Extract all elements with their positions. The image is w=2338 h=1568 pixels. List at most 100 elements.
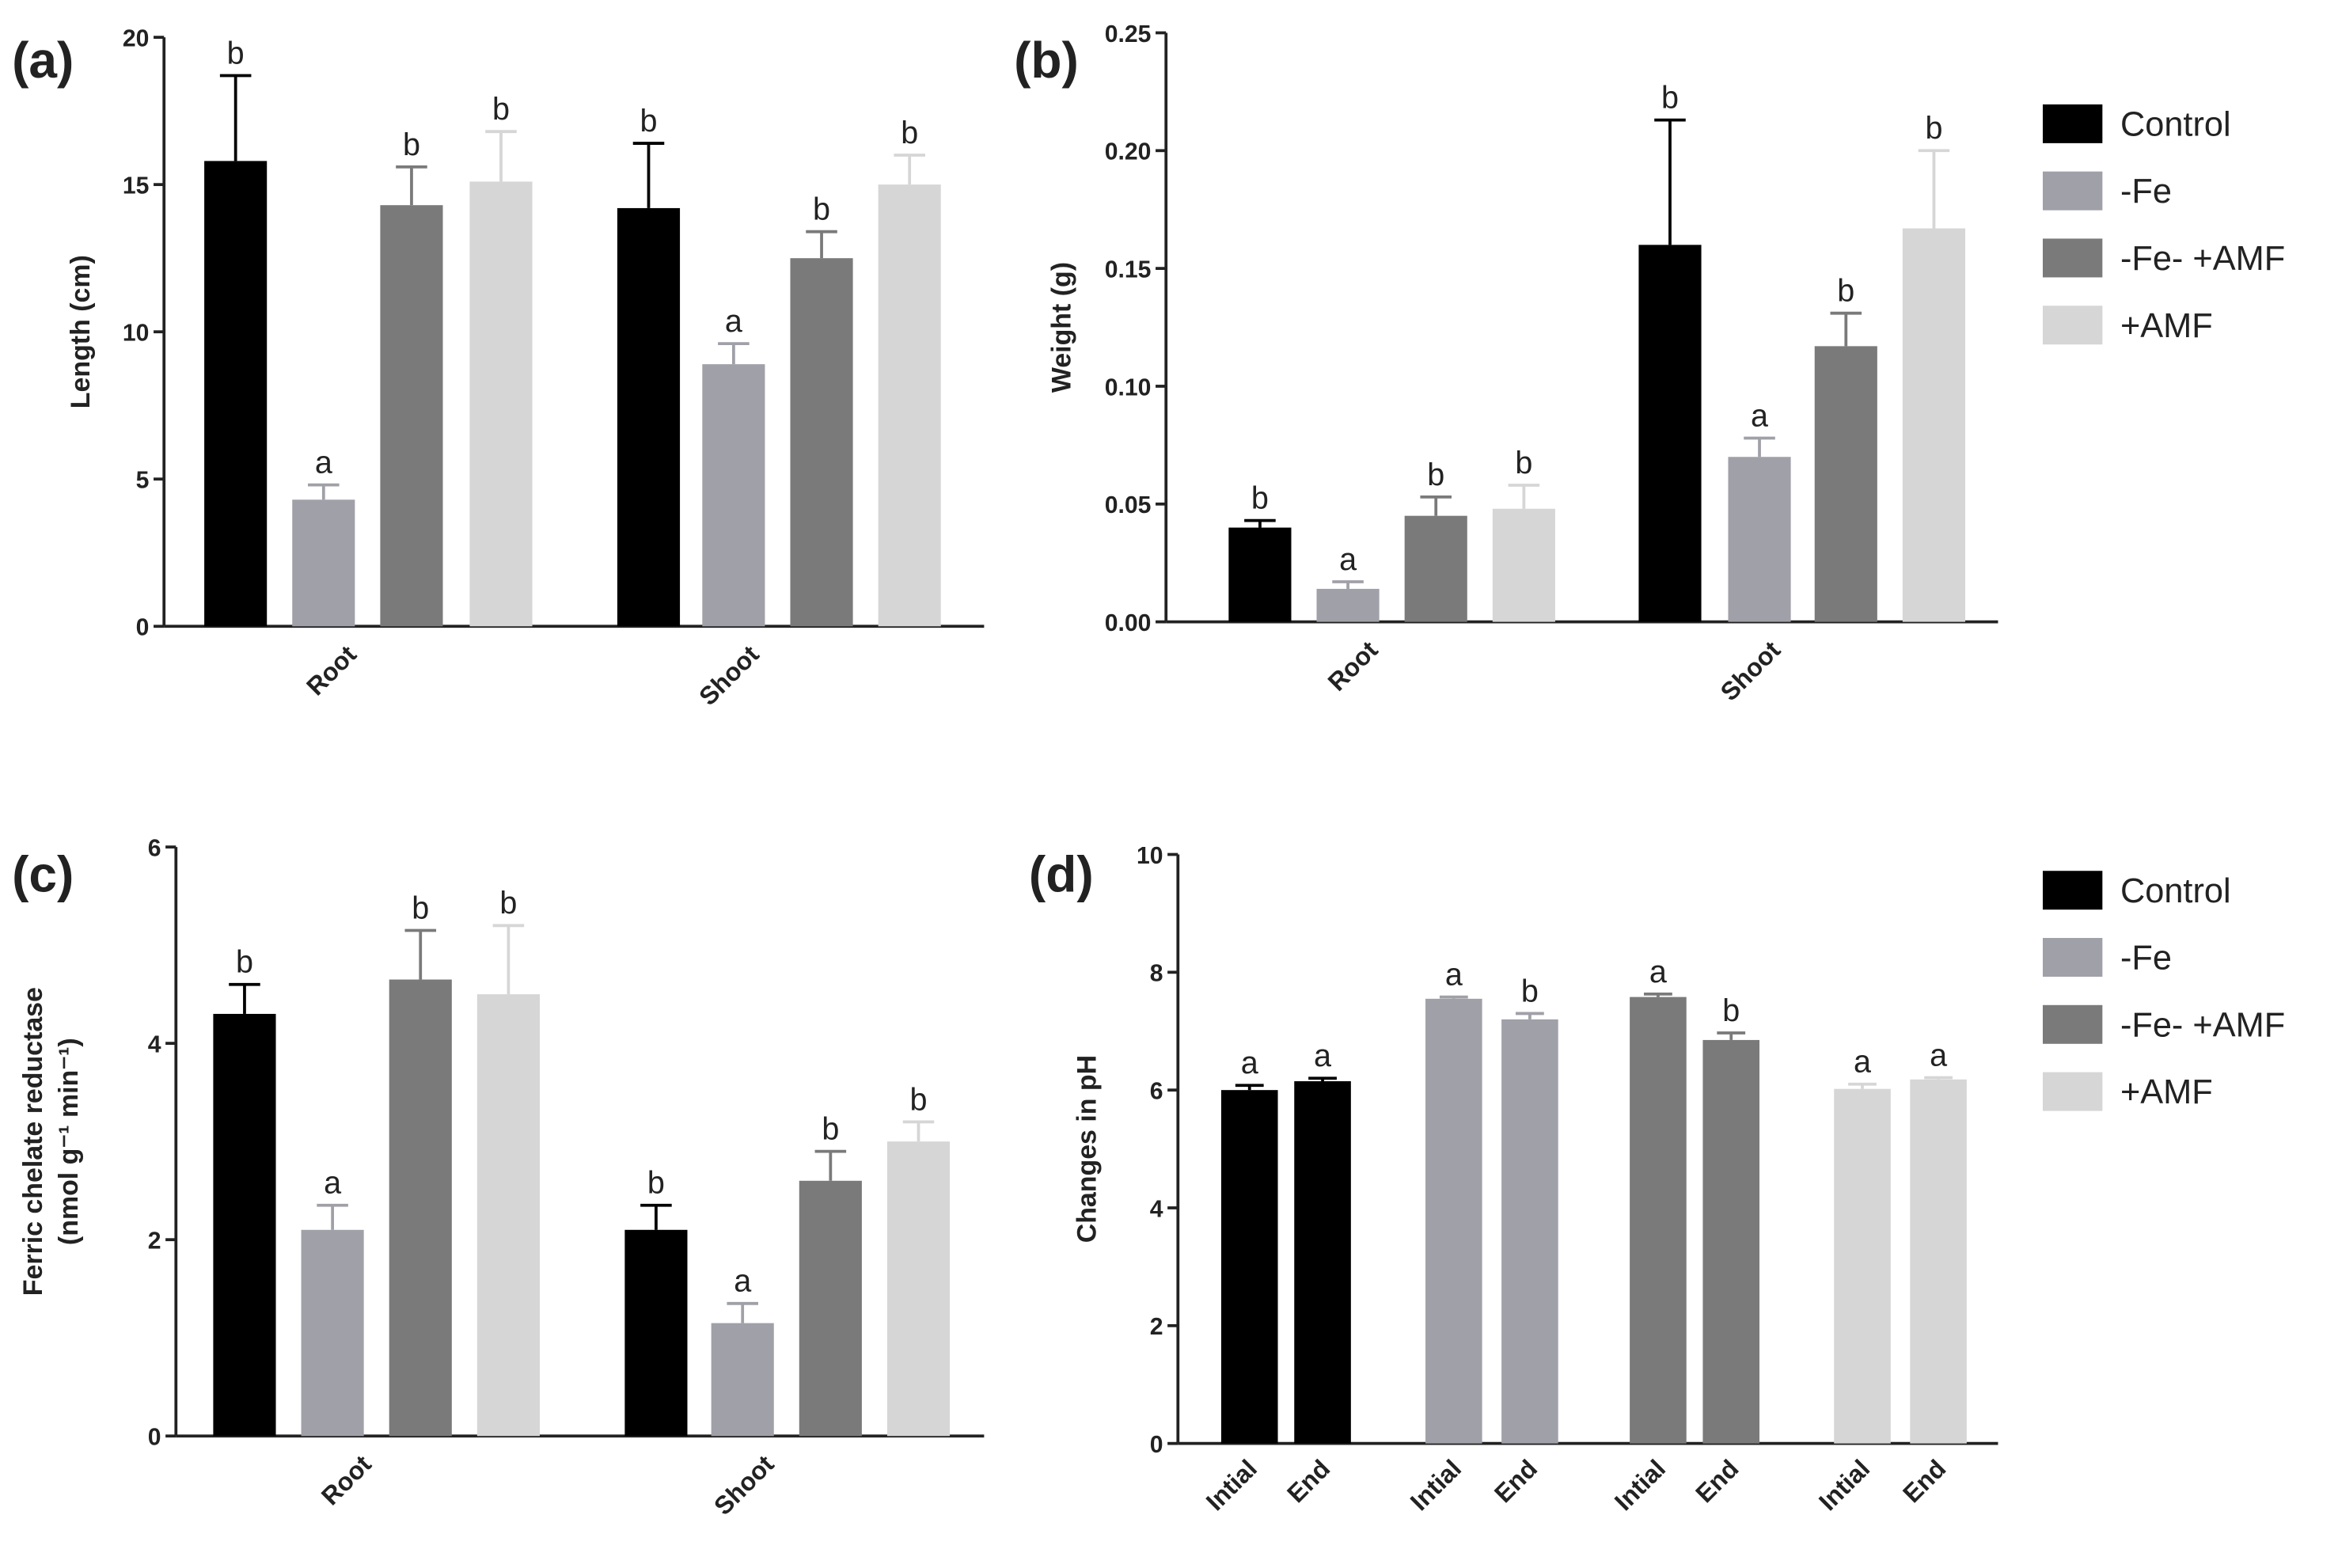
- legend-label: -Fe: [2120, 940, 2172, 978]
- legend-swatch: [2042, 1072, 2103, 1111]
- significance-letter: a: [1751, 398, 1768, 433]
- x-tick-label: Root: [1323, 636, 1383, 697]
- bar: [617, 207, 681, 627]
- y-tick-label: 0.05: [1105, 492, 1152, 518]
- error-bar: [1508, 484, 1540, 509]
- legend-label: -Fe- +AMF: [2120, 1006, 2285, 1044]
- bar: [878, 184, 941, 627]
- error-bar: [902, 1120, 935, 1142]
- panel-label: (d): [1029, 846, 1094, 903]
- panel-label: (b): [1014, 32, 1079, 89]
- significance-letter: b: [1251, 481, 1269, 516]
- error-bar: [632, 142, 665, 208]
- significance-letter: a: [725, 304, 742, 339]
- y-tick-label: 2: [1150, 1314, 1163, 1340]
- bar: [711, 1323, 774, 1437]
- error-bar: [485, 130, 517, 182]
- significance-letter: b: [412, 890, 429, 925]
- bar: [1638, 245, 1702, 622]
- y-tick-label: 6: [148, 835, 161, 861]
- significance-letter: b: [813, 192, 830, 227]
- bar: [389, 979, 452, 1437]
- error-bar: [814, 1149, 847, 1181]
- significance-letter: a: [734, 1264, 751, 1299]
- bar: [1834, 1088, 1891, 1444]
- bar: [292, 499, 355, 627]
- x-tick-label: Shoot: [693, 640, 765, 711]
- significance-letter: a: [1854, 1045, 1871, 1080]
- significance-letter: b: [1427, 457, 1444, 492]
- bar: [1294, 1081, 1351, 1444]
- significance-letter: b: [403, 127, 420, 162]
- y-axis-label: Weight (g): [1047, 262, 1077, 393]
- y-axis-label: (nmol g⁻¹ min⁻¹): [54, 1038, 84, 1245]
- error-bar: [1924, 1076, 1953, 1080]
- bar: [469, 181, 533, 627]
- y-tick-label: 0: [136, 615, 150, 641]
- bar: [886, 1141, 951, 1437]
- significance-letter: b: [1661, 81, 1679, 116]
- significance-letter: a: [315, 446, 332, 480]
- bar: [1630, 997, 1687, 1444]
- significance-letter: a: [1241, 1046, 1258, 1080]
- y-tick-label: 0.00: [1105, 610, 1152, 636]
- y-tick-label: 2: [148, 1228, 161, 1255]
- bar: [1404, 515, 1467, 622]
- x-tick-label: Root: [301, 640, 362, 700]
- bar: [799, 1180, 862, 1437]
- bar: [213, 1013, 276, 1437]
- error-bar: [492, 924, 525, 995]
- significance-letter: b: [822, 1112, 839, 1147]
- error-bar: [1744, 436, 1775, 457]
- error-bar: [229, 982, 260, 1014]
- x-tick-label: Root: [316, 1449, 377, 1510]
- legend-label: +AMF: [2120, 1073, 2213, 1111]
- error-bar: [396, 165, 427, 206]
- error-bar: [894, 154, 925, 185]
- x-tick-label: Intial: [1813, 1454, 1875, 1516]
- significance-letter: a: [324, 1166, 341, 1201]
- y-tick-label: 15: [123, 173, 150, 199]
- bar: [790, 258, 853, 627]
- legend-swatch: [2042, 871, 2103, 910]
- significance-letter: a: [1339, 542, 1357, 577]
- y-tick-label: 0.10: [1105, 374, 1152, 401]
- error-bar: [806, 230, 837, 259]
- bar: [1492, 508, 1555, 622]
- panel-label: (a): [12, 32, 74, 89]
- y-axis-label: Ferric chelate reductase: [18, 987, 48, 1296]
- significance-letter: b: [236, 945, 253, 980]
- legend-label: +AMF: [2120, 307, 2213, 345]
- y-tick-label: 0: [148, 1425, 161, 1451]
- y-tick-label: 5: [136, 468, 150, 494]
- y-tick-label: 4: [1150, 1196, 1163, 1222]
- error-bar: [1918, 149, 1950, 229]
- y-tick-label: 8: [1150, 961, 1163, 987]
- error-bar: [1244, 518, 1276, 528]
- significance-letter: b: [492, 92, 510, 127]
- significance-letter: a: [1649, 955, 1667, 989]
- bar: [204, 161, 268, 627]
- y-tick-label: 10: [1137, 843, 1163, 869]
- bar: [1814, 346, 1877, 622]
- legend-swatch: [2042, 938, 2103, 977]
- error-bar: [308, 483, 340, 500]
- significance-letter: b: [499, 886, 517, 921]
- error-bar: [1420, 495, 1452, 516]
- x-tick-label: Shoot: [708, 1449, 780, 1521]
- bar: [1425, 998, 1482, 1444]
- x-tick-label: End: [1489, 1454, 1543, 1508]
- significance-letter: b: [1925, 111, 1942, 146]
- bar: [1910, 1079, 1967, 1444]
- error-bar: [1308, 1076, 1337, 1082]
- bar: [1228, 527, 1292, 622]
- significance-letter: a: [1445, 958, 1463, 993]
- legend-label: Control: [2120, 872, 2231, 910]
- x-tick-label: End: [1281, 1454, 1335, 1508]
- y-tick-label: 4: [148, 1031, 161, 1057]
- legend-swatch: [2042, 238, 2103, 278]
- bar: [476, 994, 540, 1437]
- bar: [1316, 588, 1380, 622]
- error-bar: [1332, 580, 1364, 589]
